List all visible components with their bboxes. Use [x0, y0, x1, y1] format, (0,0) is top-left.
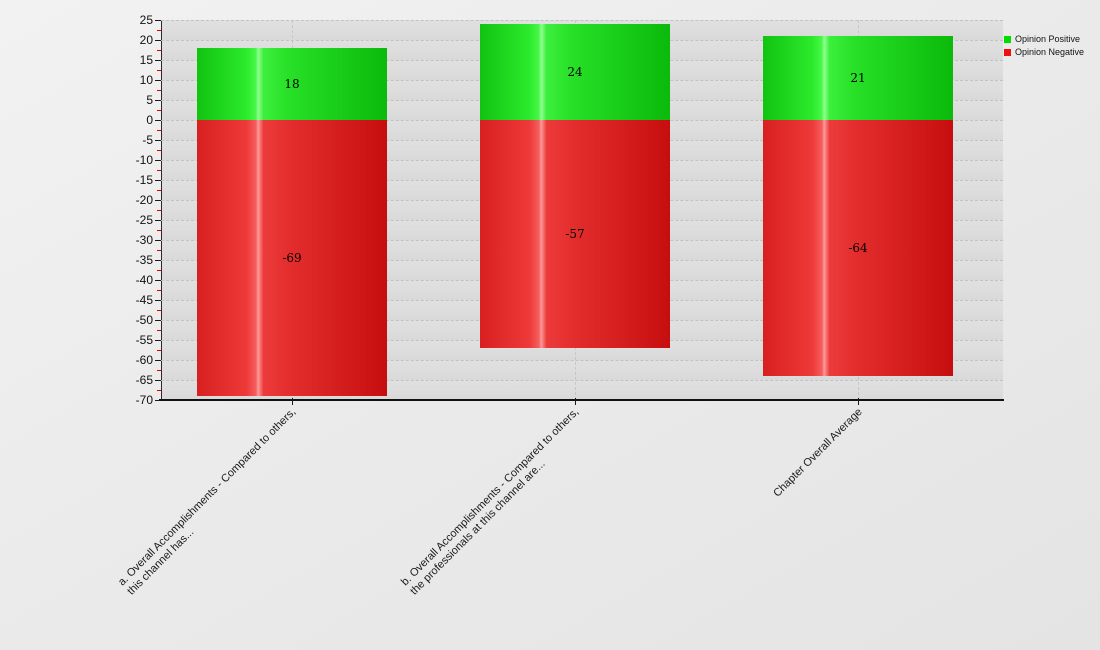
y-axis-tick-label: -65	[135, 373, 153, 387]
y-axis-tick-label: 10	[139, 73, 153, 87]
y-axis-minor-tick	[157, 170, 161, 171]
bar-value-label-positive: 18	[284, 77, 300, 91]
bar-segment-positive[interactable]	[197, 48, 387, 120]
y-axis-major-tick	[155, 220, 161, 221]
y-axis-tick-label: 0	[146, 113, 153, 127]
y-axis-major-tick	[155, 340, 161, 341]
y-axis-minor-tick	[157, 390, 161, 391]
y-axis-tick-label: -50	[135, 313, 153, 327]
y-axis-tick-label: -60	[135, 353, 153, 367]
y-axis-minor-tick	[157, 30, 161, 31]
y-axis-major-tick	[155, 200, 161, 201]
bar-value-label-negative: -57	[565, 227, 585, 241]
y-axis-major-tick	[155, 360, 161, 361]
y-axis-minor-tick	[157, 370, 161, 371]
y-axis-minor-tick	[157, 150, 161, 151]
y-axis-major-tick	[155, 260, 161, 261]
legend: Opinion Positive Opinion Negative	[1004, 34, 1084, 60]
y-axis-tick-label: 20	[139, 33, 153, 47]
y-axis-tick-label: -15	[135, 173, 153, 187]
y-axis-major-tick	[155, 100, 161, 101]
y-axis-minor-tick	[157, 50, 161, 51]
y-gridline	[161, 360, 1003, 361]
legend-label-negative: Opinion Negative	[1015, 47, 1085, 57]
y-axis-tick-label: 5	[146, 93, 153, 107]
y-axis-minor-tick	[157, 210, 161, 211]
y-axis-minor-tick	[157, 270, 161, 271]
y-axis-tick-label: -25	[135, 213, 153, 227]
bar-value-label-negative: -64	[848, 241, 868, 255]
y-gridline	[161, 380, 1003, 381]
y-axis-minor-tick	[157, 130, 161, 131]
y-axis-major-tick	[155, 160, 161, 161]
y-axis-major-tick	[155, 80, 161, 81]
y-axis-tick-label: -40	[135, 273, 153, 287]
y-axis-minor-tick	[157, 90, 161, 91]
legend-swatch-positive-icon	[1004, 35, 1011, 43]
bar-value-label-positive: 24	[567, 65, 583, 79]
y-axis-minor-tick	[157, 230, 161, 231]
legend-item-negative[interactable]: Opinion Negative	[1004, 47, 1084, 57]
y-axis-tick-label: -45	[135, 293, 153, 307]
y-axis-minor-tick	[157, 310, 161, 311]
bar-value-label-positive: 21	[850, 71, 866, 85]
y-axis-major-tick	[155, 380, 161, 381]
bar-segment-negative[interactable]	[763, 120, 953, 376]
y-axis-tick-label: -10	[135, 153, 153, 167]
y-axis-major-tick	[155, 40, 161, 41]
y-axis-major-tick	[155, 400, 161, 401]
y-axis-minor-tick	[157, 250, 161, 251]
y-axis-minor-tick	[157, 110, 161, 111]
y-axis-major-tick	[155, 280, 161, 281]
y-axis-tick-label: -70	[135, 393, 153, 407]
y-axis-tick-label: -5	[142, 133, 153, 147]
x-category-label: a. Overall Accomplishments - Compared to…	[116, 406, 299, 598]
y-gridline	[161, 20, 1003, 21]
y-axis-minor-tick	[157, 190, 161, 191]
x-axis-line	[159, 399, 1004, 401]
bar-value-label-negative: -69	[282, 251, 302, 265]
y-axis-major-tick	[155, 140, 161, 141]
y-axis-minor-tick	[157, 330, 161, 331]
bar-segment-positive[interactable]	[763, 36, 953, 120]
y-axis-major-tick	[155, 20, 161, 21]
y-axis-major-tick	[155, 320, 161, 321]
legend-item-positive[interactable]: Opinion Positive	[1004, 34, 1084, 44]
legend-label-positive: Opinion Positive	[1015, 34, 1081, 44]
y-axis-tick-label: 15	[139, 53, 153, 67]
x-axis-tick	[575, 398, 576, 405]
y-axis-major-tick	[155, 180, 161, 181]
x-category-label: Chapter Overall Average	[770, 406, 865, 500]
x-axis-tick	[292, 398, 293, 405]
y-axis-tick-label: 25	[139, 13, 153, 27]
y-axis-major-tick	[155, 300, 161, 301]
y-axis-tick-label: -35	[135, 253, 153, 267]
x-axis-tick	[858, 398, 859, 405]
y-axis-minor-tick	[157, 350, 161, 351]
x-category-label: b. Overall Accomplishments - Compared to…	[399, 406, 582, 598]
bar-segment-positive[interactable]	[480, 24, 670, 120]
y-axis-major-tick	[155, 60, 161, 61]
y-axis-major-tick	[155, 120, 161, 121]
y-axis-tick-label: -30	[135, 233, 153, 247]
y-axis-minor-tick	[157, 70, 161, 71]
legend-swatch-negative-icon	[1004, 48, 1011, 56]
y-axis-minor-tick	[157, 290, 161, 291]
y-axis-tick-label: -20	[135, 193, 153, 207]
bar-segment-negative[interactable]	[197, 120, 387, 396]
bar-segment-negative[interactable]	[480, 120, 670, 348]
y-axis-tick-label: -55	[135, 333, 153, 347]
y-axis-major-tick	[155, 240, 161, 241]
